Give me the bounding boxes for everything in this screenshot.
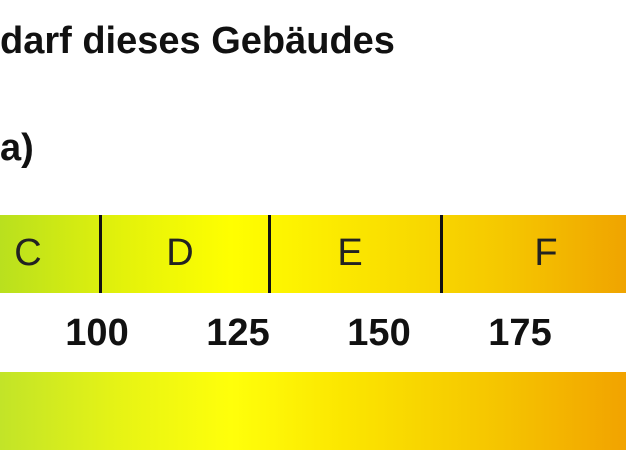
divider xyxy=(99,215,102,293)
threshold: 150 xyxy=(347,312,411,354)
divider xyxy=(440,215,443,293)
class-label: E xyxy=(337,232,363,274)
class-label: C xyxy=(14,232,42,274)
value-band xyxy=(0,372,626,450)
divider xyxy=(268,215,271,293)
threshold: 125 xyxy=(206,312,270,354)
title: darf dieses Gebäudes xyxy=(0,20,395,62)
subtitle: a) xyxy=(0,127,34,169)
class-label: F xyxy=(534,232,558,274)
class-label: D xyxy=(166,232,194,274)
threshold: 100 xyxy=(65,312,129,354)
class-band xyxy=(0,215,626,293)
threshold: 175 xyxy=(488,312,552,354)
